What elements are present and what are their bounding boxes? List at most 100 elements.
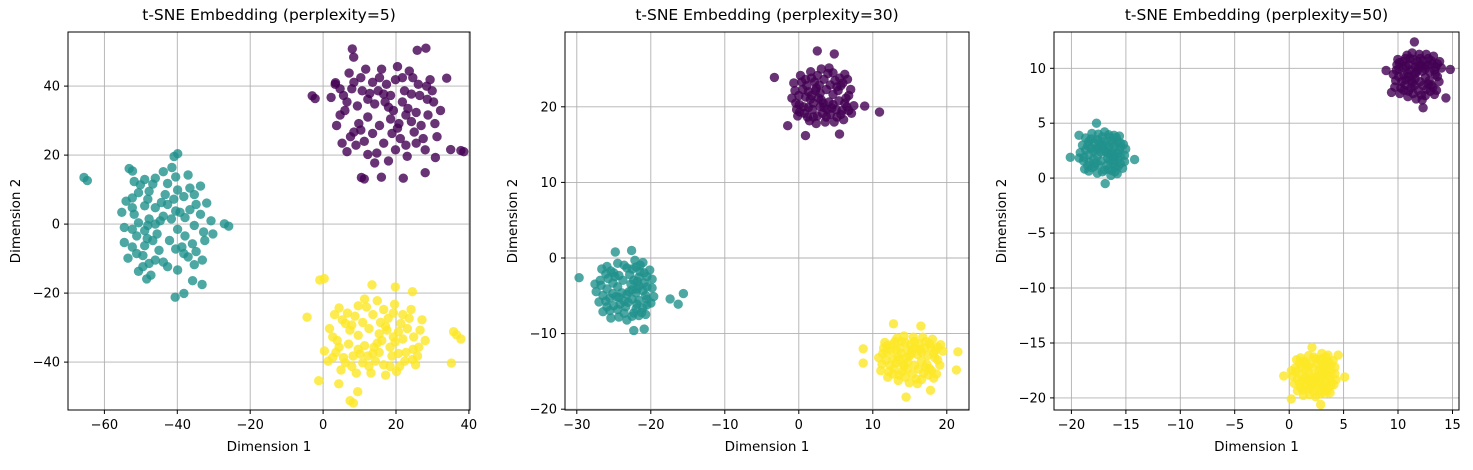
scatter-point xyxy=(1074,130,1084,140)
scatter-point xyxy=(632,284,642,294)
scatter-point xyxy=(1420,64,1430,74)
scatter-point xyxy=(1403,71,1414,82)
scatter-point xyxy=(363,94,373,105)
scatter-point xyxy=(901,392,911,402)
scatter-point xyxy=(1322,386,1332,396)
scatter-point xyxy=(1381,65,1391,76)
scatter-point xyxy=(1394,57,1404,68)
scatter-point xyxy=(368,309,378,320)
scatter-point xyxy=(324,323,335,334)
scatter-point xyxy=(348,351,358,361)
x-tick-label: −5 xyxy=(1225,418,1244,433)
scatter-point xyxy=(418,133,428,144)
scatter-point xyxy=(167,162,177,173)
y-tick-label: −15 xyxy=(1019,337,1046,352)
scatter-point xyxy=(635,260,645,270)
scatter-point xyxy=(132,248,142,259)
scatter-point xyxy=(789,78,799,88)
scatter-point xyxy=(359,294,370,304)
scatter-point xyxy=(409,332,419,342)
chart-title: t-SNE Embedding (perplexity=5) xyxy=(142,6,396,24)
scatter-point xyxy=(896,336,906,347)
scatter-point xyxy=(127,203,137,213)
scatter-point xyxy=(148,235,158,246)
scatter-point xyxy=(350,311,360,321)
scatter-point xyxy=(401,140,411,150)
scatter-point xyxy=(361,302,372,312)
scatter-point xyxy=(191,246,201,257)
scatter-point xyxy=(1423,79,1433,89)
scatter-point xyxy=(459,147,469,157)
y-axis-label: Dimension 2 xyxy=(8,179,24,264)
scatter-point xyxy=(374,73,385,83)
scatter-point xyxy=(1107,149,1118,160)
scatter-point xyxy=(808,112,819,122)
scatter-point xyxy=(162,199,173,210)
scatter-point xyxy=(629,275,639,285)
scatter-point xyxy=(812,70,823,81)
scatter-point xyxy=(353,387,363,397)
scatter-point xyxy=(133,188,144,198)
scatter-point xyxy=(882,341,892,351)
x-tick-label: −20 xyxy=(637,418,664,433)
cluster-yellow xyxy=(1279,342,1350,410)
scatter-point xyxy=(337,315,347,325)
scatter-point xyxy=(144,186,154,196)
scatter-point xyxy=(828,99,838,110)
scatter-point xyxy=(352,101,363,111)
y-tick-label: 0 xyxy=(1038,172,1046,187)
scatter-point xyxy=(398,334,408,344)
scatter-point xyxy=(370,356,381,366)
y-tick-label: −20 xyxy=(33,287,60,302)
cluster-yellow xyxy=(302,273,466,408)
x-tick-label: 40 xyxy=(461,418,478,433)
y-tick-label: −5 xyxy=(1027,227,1046,242)
scatter-point xyxy=(187,239,198,249)
scatter-point xyxy=(642,282,652,292)
scatter-point xyxy=(1386,87,1397,98)
scatter-point xyxy=(601,269,611,279)
tsne-panel-perplexity-30: −30 −20 −10 0 10 20 −20 −10 0 10 20 t-SNE Embedding… xyxy=(491,0,982,470)
scatter-point xyxy=(639,324,649,334)
x-tick-label: 15 xyxy=(1444,418,1461,433)
scatter-point xyxy=(610,247,620,257)
scatter-point xyxy=(388,105,399,116)
scatter-point xyxy=(132,231,142,241)
scatter-point xyxy=(172,185,183,195)
scatter-point xyxy=(395,133,405,144)
scatter-point xyxy=(673,299,683,309)
scatter-point xyxy=(413,79,423,90)
scatter-point xyxy=(888,319,899,329)
scatter-point xyxy=(208,229,218,239)
scatter-point xyxy=(421,81,432,91)
scatter-point xyxy=(1413,61,1423,72)
scatter-point xyxy=(158,211,168,221)
x-tick-label: 20 xyxy=(388,418,405,433)
scatter-point xyxy=(380,370,391,380)
scatter-point xyxy=(1405,53,1415,64)
scatter-point xyxy=(219,219,230,229)
scatter-point xyxy=(179,288,189,299)
scatter-point xyxy=(1316,399,1326,410)
scatter-point xyxy=(798,84,808,95)
chart-title: t-SNE Embedding (perplexity=30) xyxy=(635,6,898,24)
scatter-point xyxy=(1418,103,1428,113)
scatter-point xyxy=(421,43,431,53)
y-tick-label: −10 xyxy=(1019,282,1046,297)
scatter-point xyxy=(446,144,456,155)
scatter-point xyxy=(374,329,384,339)
scatter-point xyxy=(916,321,926,331)
scatter-point xyxy=(627,264,637,274)
scatter-point xyxy=(806,90,817,101)
scatter-point xyxy=(435,105,446,116)
scatter-point xyxy=(1326,367,1336,378)
y-tick-label: −40 xyxy=(33,356,60,371)
x-axis-label: Dimension 1 xyxy=(725,439,810,455)
scatter-point xyxy=(885,360,895,370)
scatter-point xyxy=(800,130,811,141)
chart-svg: −30 −20 −10 0 10 20 −20 −10 0 10 20 t-SNE Embedding… xyxy=(505,6,970,455)
scatter-point xyxy=(1115,142,1126,152)
scatter-point xyxy=(127,242,137,252)
scatter-point xyxy=(829,117,839,127)
scatter-point xyxy=(1292,374,1303,384)
